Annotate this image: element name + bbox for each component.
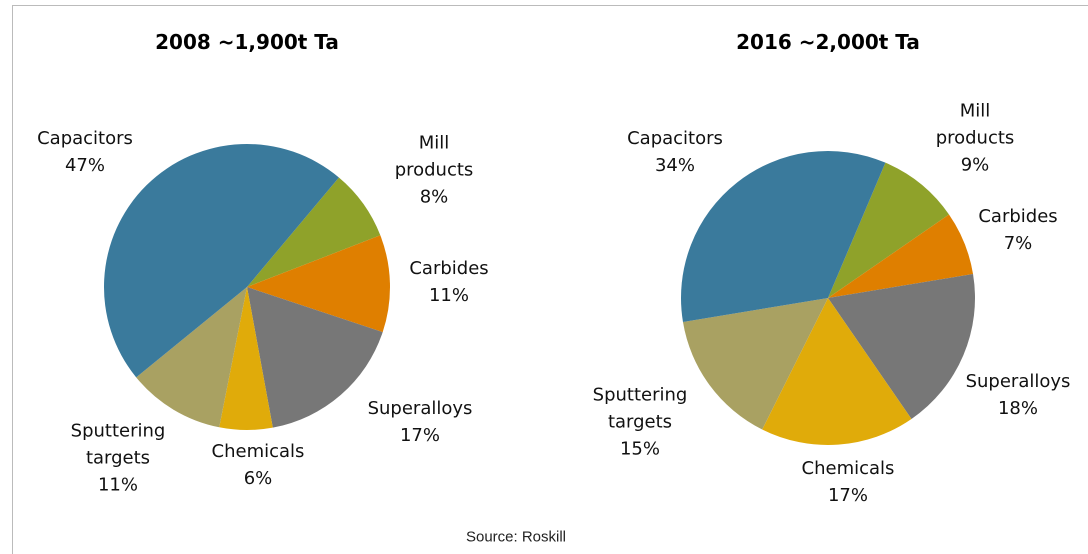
slice-label: Sputtering targets 11% xyxy=(63,418,173,499)
category-label: Superalloys xyxy=(965,371,1071,392)
pie-slice xyxy=(828,273,975,420)
value-label: 15% xyxy=(619,438,660,460)
pie-slice xyxy=(828,162,950,298)
category-label: Chemicals xyxy=(211,441,305,462)
slice-label: Chemicals 17% xyxy=(802,455,895,509)
slice-label: Sputtering targets 15% xyxy=(585,382,695,463)
slice-label: Chemicals 6% xyxy=(212,438,305,492)
slice-label: Superalloys 18% xyxy=(966,368,1071,422)
slice-label: Mill products 8% xyxy=(389,130,479,211)
pie-slice xyxy=(828,214,974,298)
pie-slice xyxy=(680,150,886,323)
value-label: 17% xyxy=(827,485,868,506)
pie-slice xyxy=(103,143,339,378)
value-label: 34% xyxy=(654,155,695,176)
value-label: 17% xyxy=(399,425,440,446)
value-label: 8% xyxy=(419,186,449,208)
category-label: Carbides xyxy=(978,206,1058,227)
category-label: Mill products xyxy=(394,132,474,181)
category-label: Carbides xyxy=(409,258,489,279)
pie-slice xyxy=(247,287,383,428)
slice-label: Superalloys 17% xyxy=(368,395,473,449)
pie-slice xyxy=(682,298,828,430)
category-label: Mill products xyxy=(935,100,1015,149)
value-label: 18% xyxy=(997,398,1038,419)
value-label: 6% xyxy=(243,468,273,489)
pie-slice xyxy=(136,287,247,428)
slice-label: Capacitors 34% xyxy=(627,125,723,179)
slice-label: Carbides 11% xyxy=(409,255,488,309)
slice-label: Capacitors 47% xyxy=(37,125,133,179)
value-label: 11% xyxy=(97,474,138,496)
category-label: Capacitors xyxy=(627,128,723,149)
pie-slice xyxy=(247,235,390,333)
frame xyxy=(12,5,1088,554)
source-note: Source: Roskill xyxy=(465,528,567,546)
slice-label: Mill products 9% xyxy=(930,98,1020,179)
value-label: 7% xyxy=(1003,233,1033,254)
value-label: 47% xyxy=(64,155,105,176)
category-label: Sputtering targets xyxy=(592,384,688,433)
category-label: Superalloys xyxy=(367,398,473,419)
chart-title: 2016 ~2,000t Ta xyxy=(736,30,920,54)
category-label: Capacitors xyxy=(37,128,133,149)
chart-title: 2008 ~1,900t Ta xyxy=(155,30,339,54)
pie-slice xyxy=(247,177,381,287)
value-label: 9% xyxy=(960,154,990,176)
slice-label: Carbides 7% xyxy=(978,203,1057,257)
category-label: Sputtering targets xyxy=(70,420,166,469)
pie-slice xyxy=(762,298,912,445)
value-label: 11% xyxy=(428,285,469,306)
category-label: Chemicals xyxy=(801,458,895,479)
pie-slice xyxy=(219,287,273,430)
